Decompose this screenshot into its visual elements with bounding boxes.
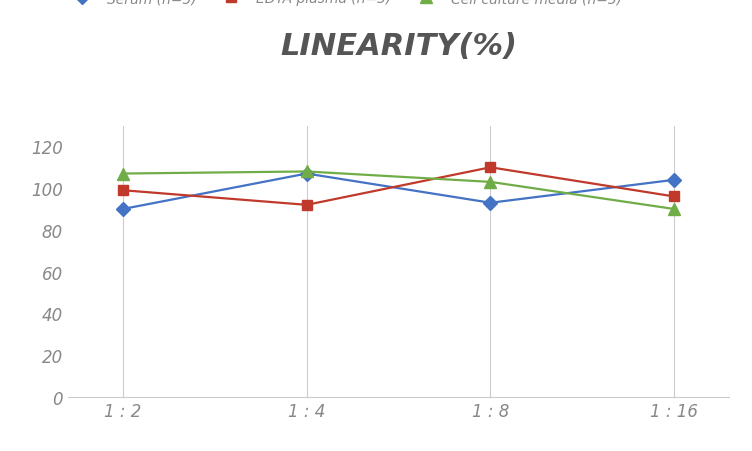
- Cell culture media (n=5): [670, 207, 679, 212]
- Serum (n=5): [670, 178, 679, 183]
- Line: Cell culture media (n=5): Cell culture media (n=5): [117, 166, 680, 215]
- Cell culture media (n=5): [486, 180, 495, 185]
- Cell culture media (n=5): [118, 171, 127, 177]
- Serum (n=5): [302, 171, 311, 177]
- Serum (n=5): [118, 207, 127, 212]
- Cell culture media (n=5): [302, 170, 311, 175]
- EDTA plasma (n=5): [670, 194, 679, 200]
- EDTA plasma (n=5): [302, 202, 311, 208]
- Line: EDTA plasma (n=5): EDTA plasma (n=5): [118, 163, 679, 210]
- Line: Serum (n=5): Serum (n=5): [118, 169, 679, 214]
- Text: LINEARITY(%): LINEARITY(%): [280, 32, 517, 60]
- Serum (n=5): [486, 201, 495, 206]
- Legend: Serum (n=5), EDTA plasma (n=5), Cell culture media (n=5): Serum (n=5), EDTA plasma (n=5), Cell cul…: [68, 0, 622, 6]
- EDTA plasma (n=5): [486, 165, 495, 170]
- EDTA plasma (n=5): [118, 188, 127, 193]
